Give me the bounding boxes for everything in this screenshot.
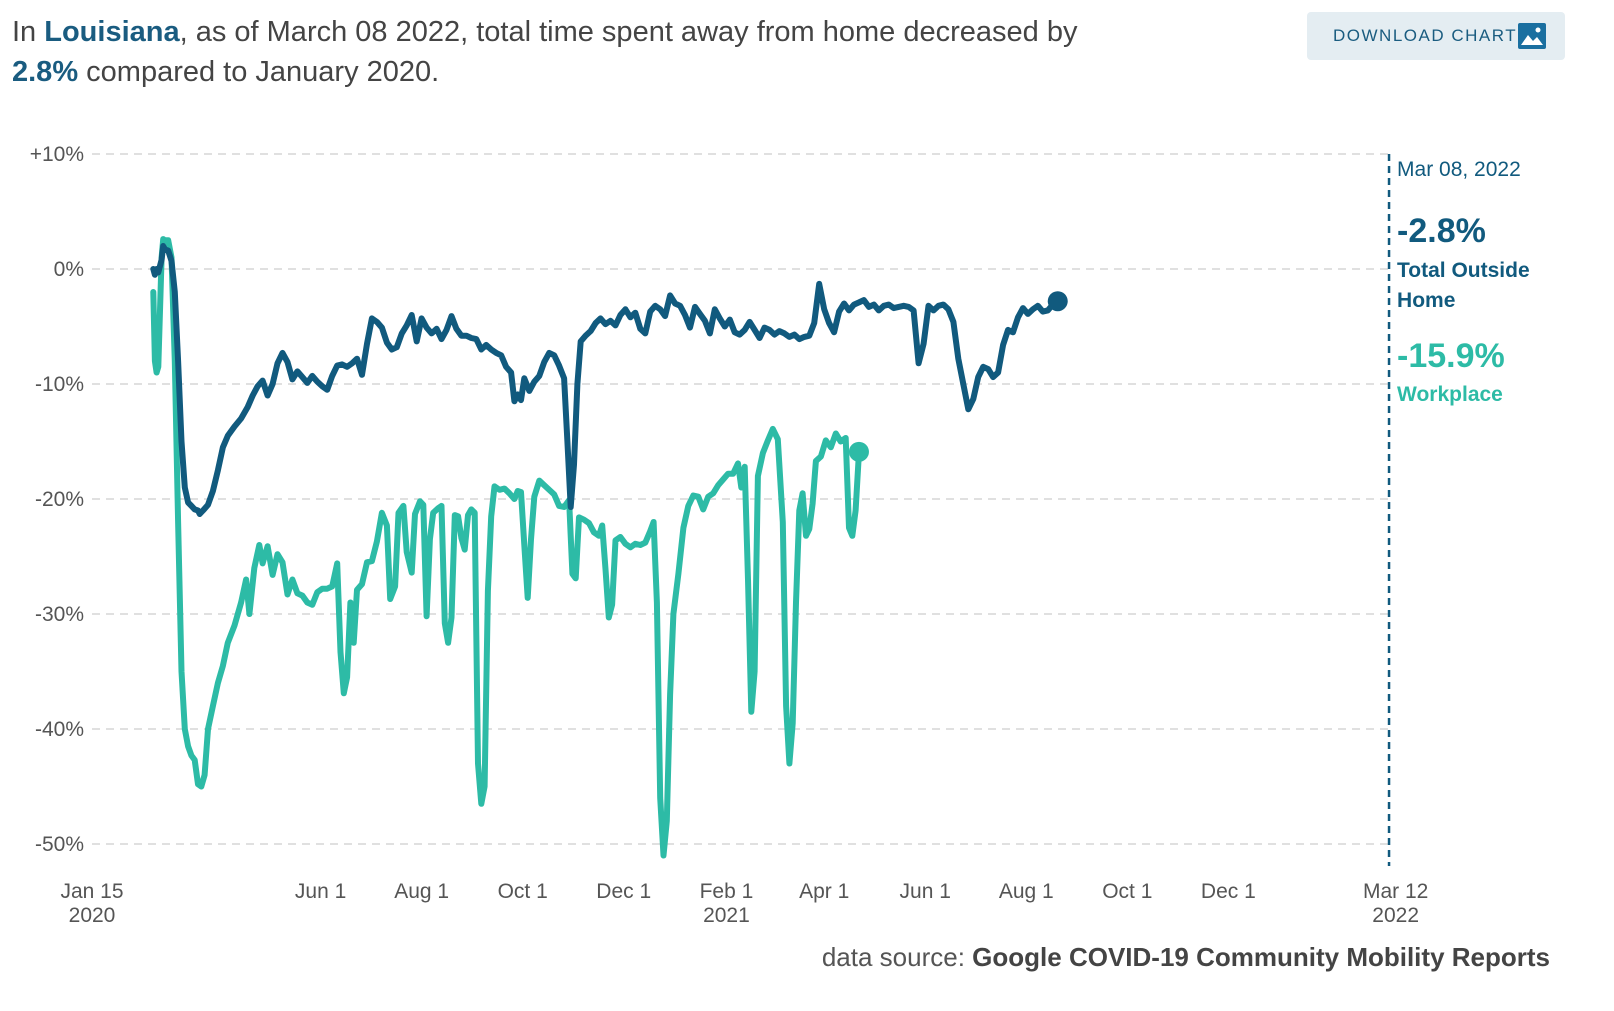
x-tick-label: Oct 1 (498, 880, 548, 903)
y-tick-label: 0% (54, 258, 84, 281)
image-icon (1518, 23, 1546, 49)
y-tick-label: -50% (35, 833, 84, 856)
total-series-label: Total Outside Home (1397, 259, 1530, 312)
series-workplace-end-dot (848, 441, 869, 462)
headline-location: Louisiana (44, 16, 180, 48)
x-tick-label: Feb 1 (700, 880, 754, 903)
y-tick-label: +10% (30, 143, 84, 166)
headline-percent: 2.8% (12, 56, 79, 88)
x-tick-year: 2022 (1372, 904, 1419, 927)
headline-prefix: In (12, 16, 45, 48)
data-source: data source: Google COVID-19 Community M… (822, 942, 1550, 973)
download-chart-label: DOWNLOAD CHART (1333, 26, 1518, 45)
y-tick-labels: +10% 0% -10% -20% -30% -40% -50% (30, 143, 84, 856)
x-tick-label: Jan 15 (60, 880, 123, 903)
marker-layer: Mar 08, 2022 -2.8% Total Outside Home -15.9%… (848, 154, 1530, 866)
x-tick-label: Oct 1 (1102, 880, 1152, 903)
data-source-name[interactable]: Google COVID-19 Community Mobility Repor… (972, 942, 1550, 972)
x-tick-label: Aug 1 (394, 880, 449, 903)
series-total-outside-home-end-dot (1047, 291, 1068, 312)
y-tick-label: -40% (35, 718, 84, 741)
series-layer (150, 236, 1061, 859)
data-source-prefix: data source: (821, 942, 965, 972)
x-tick-label: Apr 1 (799, 880, 849, 903)
x-tick-label: Jun 1 (900, 880, 951, 903)
x-tick-label: Jun 1 (295, 880, 346, 903)
headline: In Louisiana, as of March 08 2022, total… (12, 12, 1212, 92)
grid-layer (92, 153, 1388, 845)
headline-suffix: compared to January 2020. (78, 56, 440, 88)
series-total-outside-home (150, 243, 1061, 517)
x-tick-label: Dec 1 (1201, 880, 1256, 903)
workplace-value-label: -15.9% (1397, 337, 1505, 375)
download-chart-button[interactable]: DOWNLOAD CHART (1307, 12, 1565, 60)
x-tick-label: Aug 1 (999, 880, 1054, 903)
headline-middle: , as of March 08 2022, total time spent … (179, 16, 1078, 48)
x-tick-label: Dec 1 (596, 880, 651, 903)
x-tick-year: 2020 (69, 904, 116, 927)
y-tick-label: -30% (35, 603, 84, 626)
x-tick-label: Mar 12 (1363, 880, 1428, 903)
total-value-label: -2.8% (1397, 212, 1486, 250)
workplace-series-label: Workplace (1397, 383, 1503, 406)
y-tick-label: -20% (35, 488, 84, 511)
series-workplace (150, 236, 862, 859)
y-tick-label: -10% (35, 373, 84, 396)
x-tick-year: 2021 (703, 904, 750, 927)
marker-date-label: Mar 08, 2022 (1397, 158, 1521, 181)
